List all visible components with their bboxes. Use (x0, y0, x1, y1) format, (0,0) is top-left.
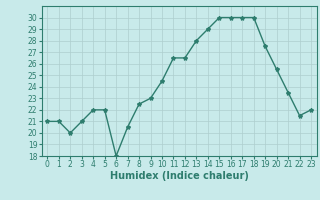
X-axis label: Humidex (Indice chaleur): Humidex (Indice chaleur) (110, 171, 249, 181)
